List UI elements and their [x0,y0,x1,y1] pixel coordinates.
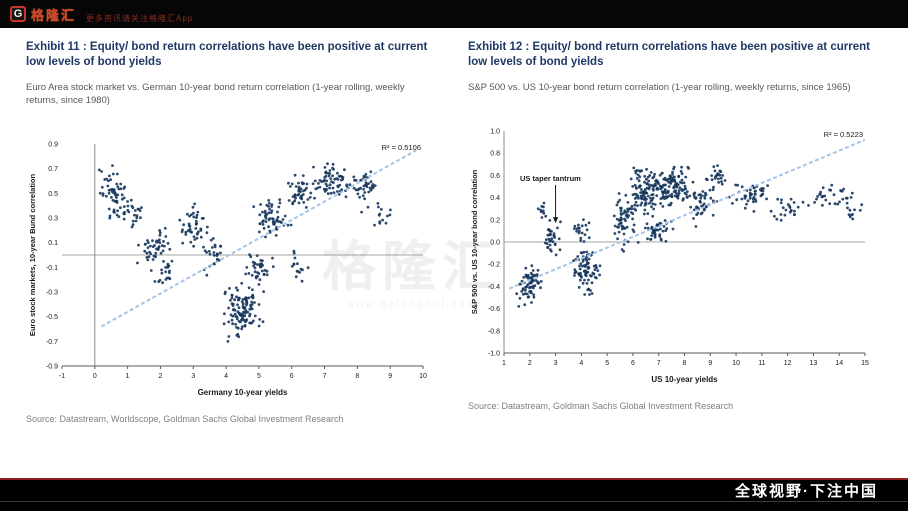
svg-text:-0.2: -0.2 [488,261,500,268]
exhibit-11-title: Exhibit 11 : Equity/ bond return correla… [26,41,428,68]
panel-exhibit-12: Exhibit 12 : Equity/ bond return correla… [468,40,876,478]
svg-text:8: 8 [683,360,687,367]
svg-text:S&P 500 vs. US 10-year bond co: S&P 500 vs. US 10-year bond correlation [470,169,479,314]
panel-exhibit-11: Exhibit 11 : Equity/ bond return correla… [26,40,434,478]
footer-slogan: 全球视野·下注中国 [735,483,878,500]
svg-text:8: 8 [355,373,359,380]
svg-text:0.0: 0.0 [490,239,500,246]
svg-text:-0.7: -0.7 [46,338,58,345]
svg-text:R² = 0.5106: R² = 0.5106 [382,143,421,152]
scatter-chart-euro-bund: -1 0 1 2 3 4 5 6 7 8 9 10 0.9 0.7 0.5 0.3 0.1 -0.1 -0.3 -0.… [28,141,427,397]
svg-text:0.2: 0.2 [490,217,500,224]
svg-text:7: 7 [657,360,661,367]
svg-text:0.8: 0.8 [490,150,500,157]
svg-text:0.4: 0.4 [490,195,500,202]
svg-text:15: 15 [861,360,869,367]
svg-text:2: 2 [528,360,532,367]
exhibit-11-source: Source: Datastream, Worldscope, Goldman … [26,413,344,424]
svg-text:0.7: 0.7 [48,166,58,173]
svg-text:-1.0: -1.0 [488,350,500,357]
svg-text:Germany 10-year yields: Germany 10-year yields [198,388,288,397]
svg-text:5: 5 [257,373,261,380]
svg-text:Euro stock markets, 10-year Bu: Euro stock markets, 10-year Bund correla… [28,173,37,336]
svg-text:5: 5 [605,360,609,367]
exhibit-12-title: Exhibit 12 : Equity/ bond return correla… [468,41,870,68]
svg-text:6: 6 [631,360,635,367]
svg-text:0.6: 0.6 [490,173,500,180]
svg-text:9: 9 [388,373,392,380]
svg-text:1: 1 [502,360,506,367]
svg-text:9: 9 [708,360,712,367]
svg-text:7: 7 [323,373,327,380]
svg-text:0.1: 0.1 [48,240,58,247]
exhibit-11-subtitle: Euro Area stock market vs. German 10-yea… [26,81,405,106]
svg-text:2: 2 [159,373,163,380]
svg-text:14: 14 [835,360,843,367]
footer-slogan-row: 全球视野·下注中国 [0,480,908,502]
footer-bar: 全球视野·下注中国 [0,478,908,511]
svg-text:US 10-year yields: US 10-year yields [651,375,718,384]
svg-text:0.9: 0.9 [48,141,58,148]
svg-text:3: 3 [191,373,195,380]
svg-text:3: 3 [554,360,558,367]
gelonghui-logo-icon: G [10,6,26,22]
svg-text:1: 1 [126,373,130,380]
scatter-chart-sp500-treasury: 1 2 3 4 5 6 7 8 9 10 11 12 13 14 151.00.80.60.40.20.0-… [470,128,869,384]
svg-text:11: 11 [758,360,765,367]
svg-text:0.5: 0.5 [48,190,58,197]
charts-area: Exhibit 11 : Equity/ bond return correla… [0,28,908,478]
svg-text:13: 13 [810,360,818,367]
svg-text:10: 10 [419,373,427,380]
svg-text:-0.3: -0.3 [46,289,58,296]
svg-text:-0.1: -0.1 [46,264,58,271]
svg-text:-0.4: -0.4 [488,284,500,291]
svg-text:-1: -1 [59,373,65,380]
exhibit-12-subtitle: S&P 500 vs. US 10-year bond return corre… [468,81,851,93]
svg-text:6: 6 [290,373,294,380]
svg-text:12: 12 [784,360,792,367]
svg-text:-0.9: -0.9 [46,363,58,370]
svg-text:1.0: 1.0 [490,128,500,135]
app-tagline: 更多资讯请关注格隆汇App [86,14,194,23]
svg-text:4: 4 [579,360,583,367]
svg-text:4: 4 [224,373,228,380]
footer-bottom-strip [0,502,908,511]
svg-text:-0.5: -0.5 [46,314,58,321]
svg-text:-0.8: -0.8 [488,328,500,335]
svg-text:0.3: 0.3 [48,215,58,222]
gelonghui-logo: G 格隆汇 [10,5,76,24]
svg-text:-0.6: -0.6 [488,306,500,313]
exhibit-12-source: Source: Datastream, Goldman Sachs Global… [468,400,734,411]
app-header: G 格隆汇 更多资讯请关注格隆汇App [0,0,908,28]
svg-text:US taper tantrum: US taper tantrum [520,174,581,183]
svg-text:R² = 0.5223: R² = 0.5223 [824,130,863,139]
svg-text:10: 10 [732,360,740,367]
brand-name: 格隆汇 [31,7,77,23]
svg-text:0: 0 [93,373,97,380]
